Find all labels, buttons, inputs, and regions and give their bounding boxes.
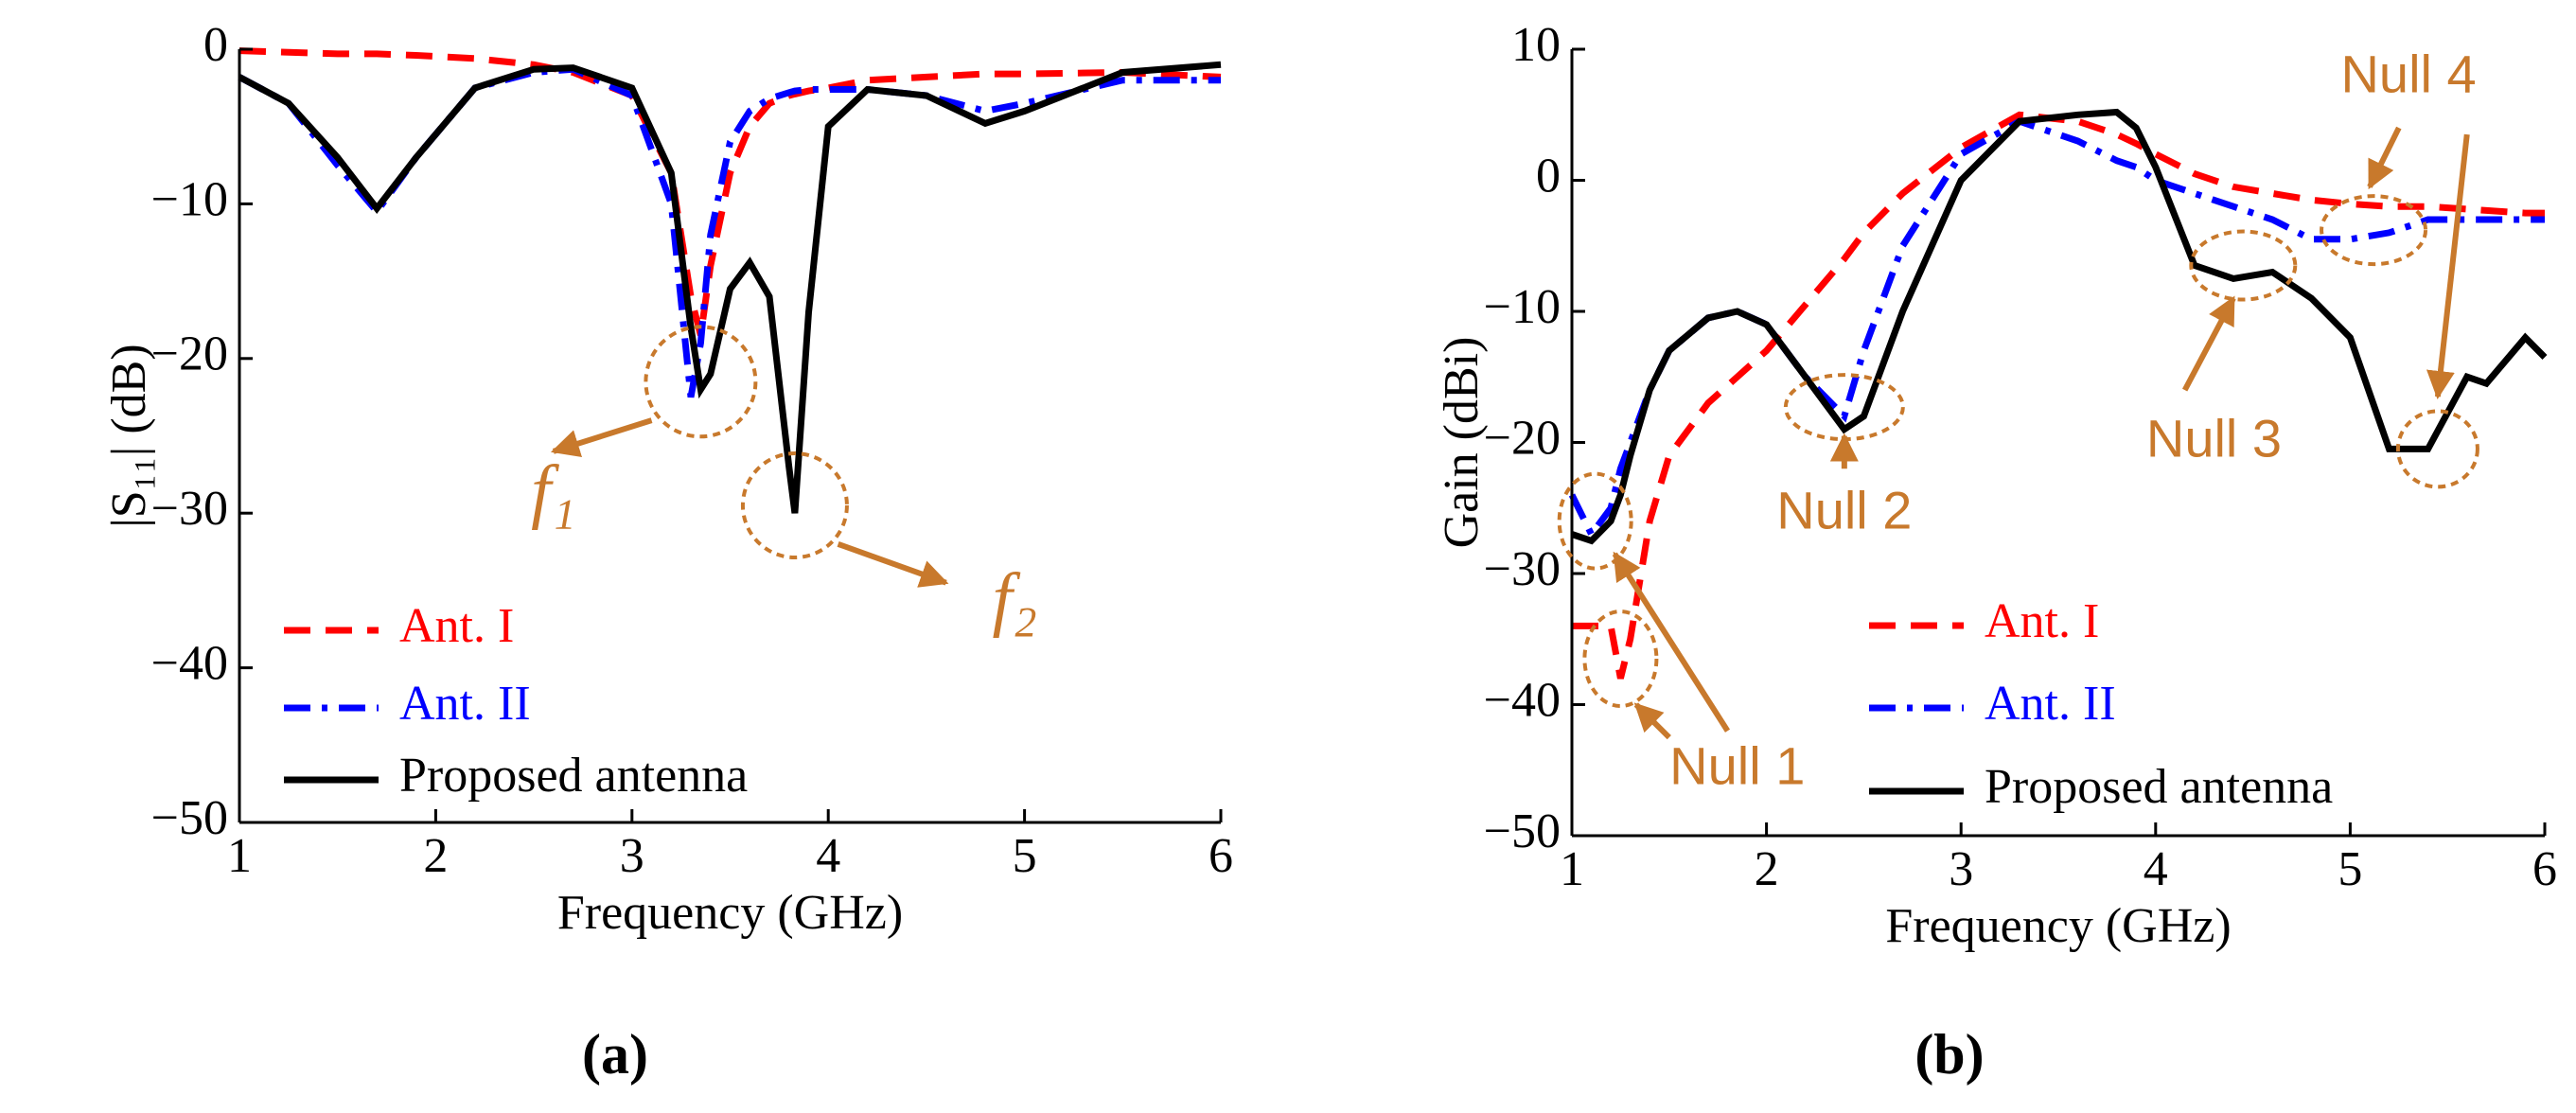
annotation-circle <box>2395 409 2479 489</box>
x-tick-label: 3 <box>1949 842 1973 896</box>
y-axis-label: |S₁₁| (dB) <box>102 344 156 527</box>
y-axis-label: Gain (dBi) <box>1435 337 1489 549</box>
annotation-circle <box>644 325 758 439</box>
y-tick-label: −50 <box>151 791 228 845</box>
series-line <box>238 65 1221 398</box>
y-tick-label: 10 <box>1511 18 1561 72</box>
chart: Ant. I Ant. II Proposed antenna 1 2 3 4 5 6 0 −10 −… <box>102 18 1233 1086</box>
annotation: Null 3 <box>2146 408 2282 468</box>
annotation-circle <box>740 451 849 560</box>
x-tick-label: 4 <box>2144 842 2168 896</box>
y-tick-label: 0 <box>203 18 228 72</box>
legend-label: Ant. II <box>399 677 531 731</box>
series-line <box>238 61 1222 514</box>
x-tick-label: 4 <box>816 829 840 883</box>
annotation-circle <box>2189 229 2298 302</box>
y-tick-label: −50 <box>1484 804 1561 858</box>
x-tick-label: 2 <box>423 829 448 883</box>
series-line <box>1570 108 2548 545</box>
x-tick-label: 6 <box>2532 842 2557 896</box>
x-tick-label: 3 <box>620 829 644 883</box>
x-tick-label: 1 <box>227 829 252 883</box>
x-axis-label: Frequency (GHz) <box>1885 899 2231 953</box>
y-tick-label: −10 <box>151 172 228 226</box>
legend-label: Proposed antenna <box>1985 760 2333 814</box>
annotation-arrow <box>2426 133 2470 400</box>
legend-label: Proposed antenna <box>399 749 748 803</box>
annotation-arrow <box>1612 551 1731 733</box>
legend-label: Ant. I <box>399 599 514 653</box>
annotation-arrow <box>2181 295 2236 392</box>
y-tick-label: −10 <box>1484 280 1561 334</box>
x-tick-label: 6 <box>1209 829 1233 883</box>
annotation-arrow <box>837 541 949 588</box>
annotation: Null 2 <box>1776 480 1912 539</box>
y-tick-label: −30 <box>151 482 228 536</box>
caption: (b) <box>1914 1023 1984 1086</box>
annotation-arrow <box>550 417 653 458</box>
y-tick-label: −40 <box>1484 673 1561 727</box>
annotation: f₁ <box>531 450 576 530</box>
series-line <box>1568 117 2545 541</box>
caption: (a) <box>582 1023 648 1086</box>
annotation: f₂ <box>992 559 1037 639</box>
y-tick-label: 0 <box>1536 149 1561 203</box>
annotation-circle <box>1582 610 1659 709</box>
series-line <box>238 47 1222 337</box>
y-tick-label: −20 <box>151 327 228 381</box>
y-tick-label: −40 <box>151 637 228 691</box>
annotation-circle <box>1557 471 1633 571</box>
legend-label: Ant. I <box>1985 594 2099 648</box>
x-axis-label: Frequency (GHz) <box>557 886 903 940</box>
annotation: Null 1 <box>1669 736 1805 796</box>
x-tick-label: 2 <box>1755 842 1779 896</box>
y-tick-label: −30 <box>1484 542 1561 596</box>
annotation: Null 4 <box>2340 44 2476 103</box>
x-tick-label: 1 <box>1560 842 1584 896</box>
annotation-arrow <box>1633 702 1671 740</box>
annotation-circle <box>2320 194 2428 267</box>
x-tick-label: 5 <box>1013 829 1037 883</box>
chart: Ant. I Ant. II Proposed antenna 1 2 3 4 5 6 10 0 −1… <box>1435 18 2557 1086</box>
x-tick-label: 5 <box>2338 842 2362 896</box>
legend-label: Ant. II <box>1985 677 2116 731</box>
annotation-arrow <box>2367 126 2402 190</box>
y-tick-label: −20 <box>1484 411 1561 465</box>
